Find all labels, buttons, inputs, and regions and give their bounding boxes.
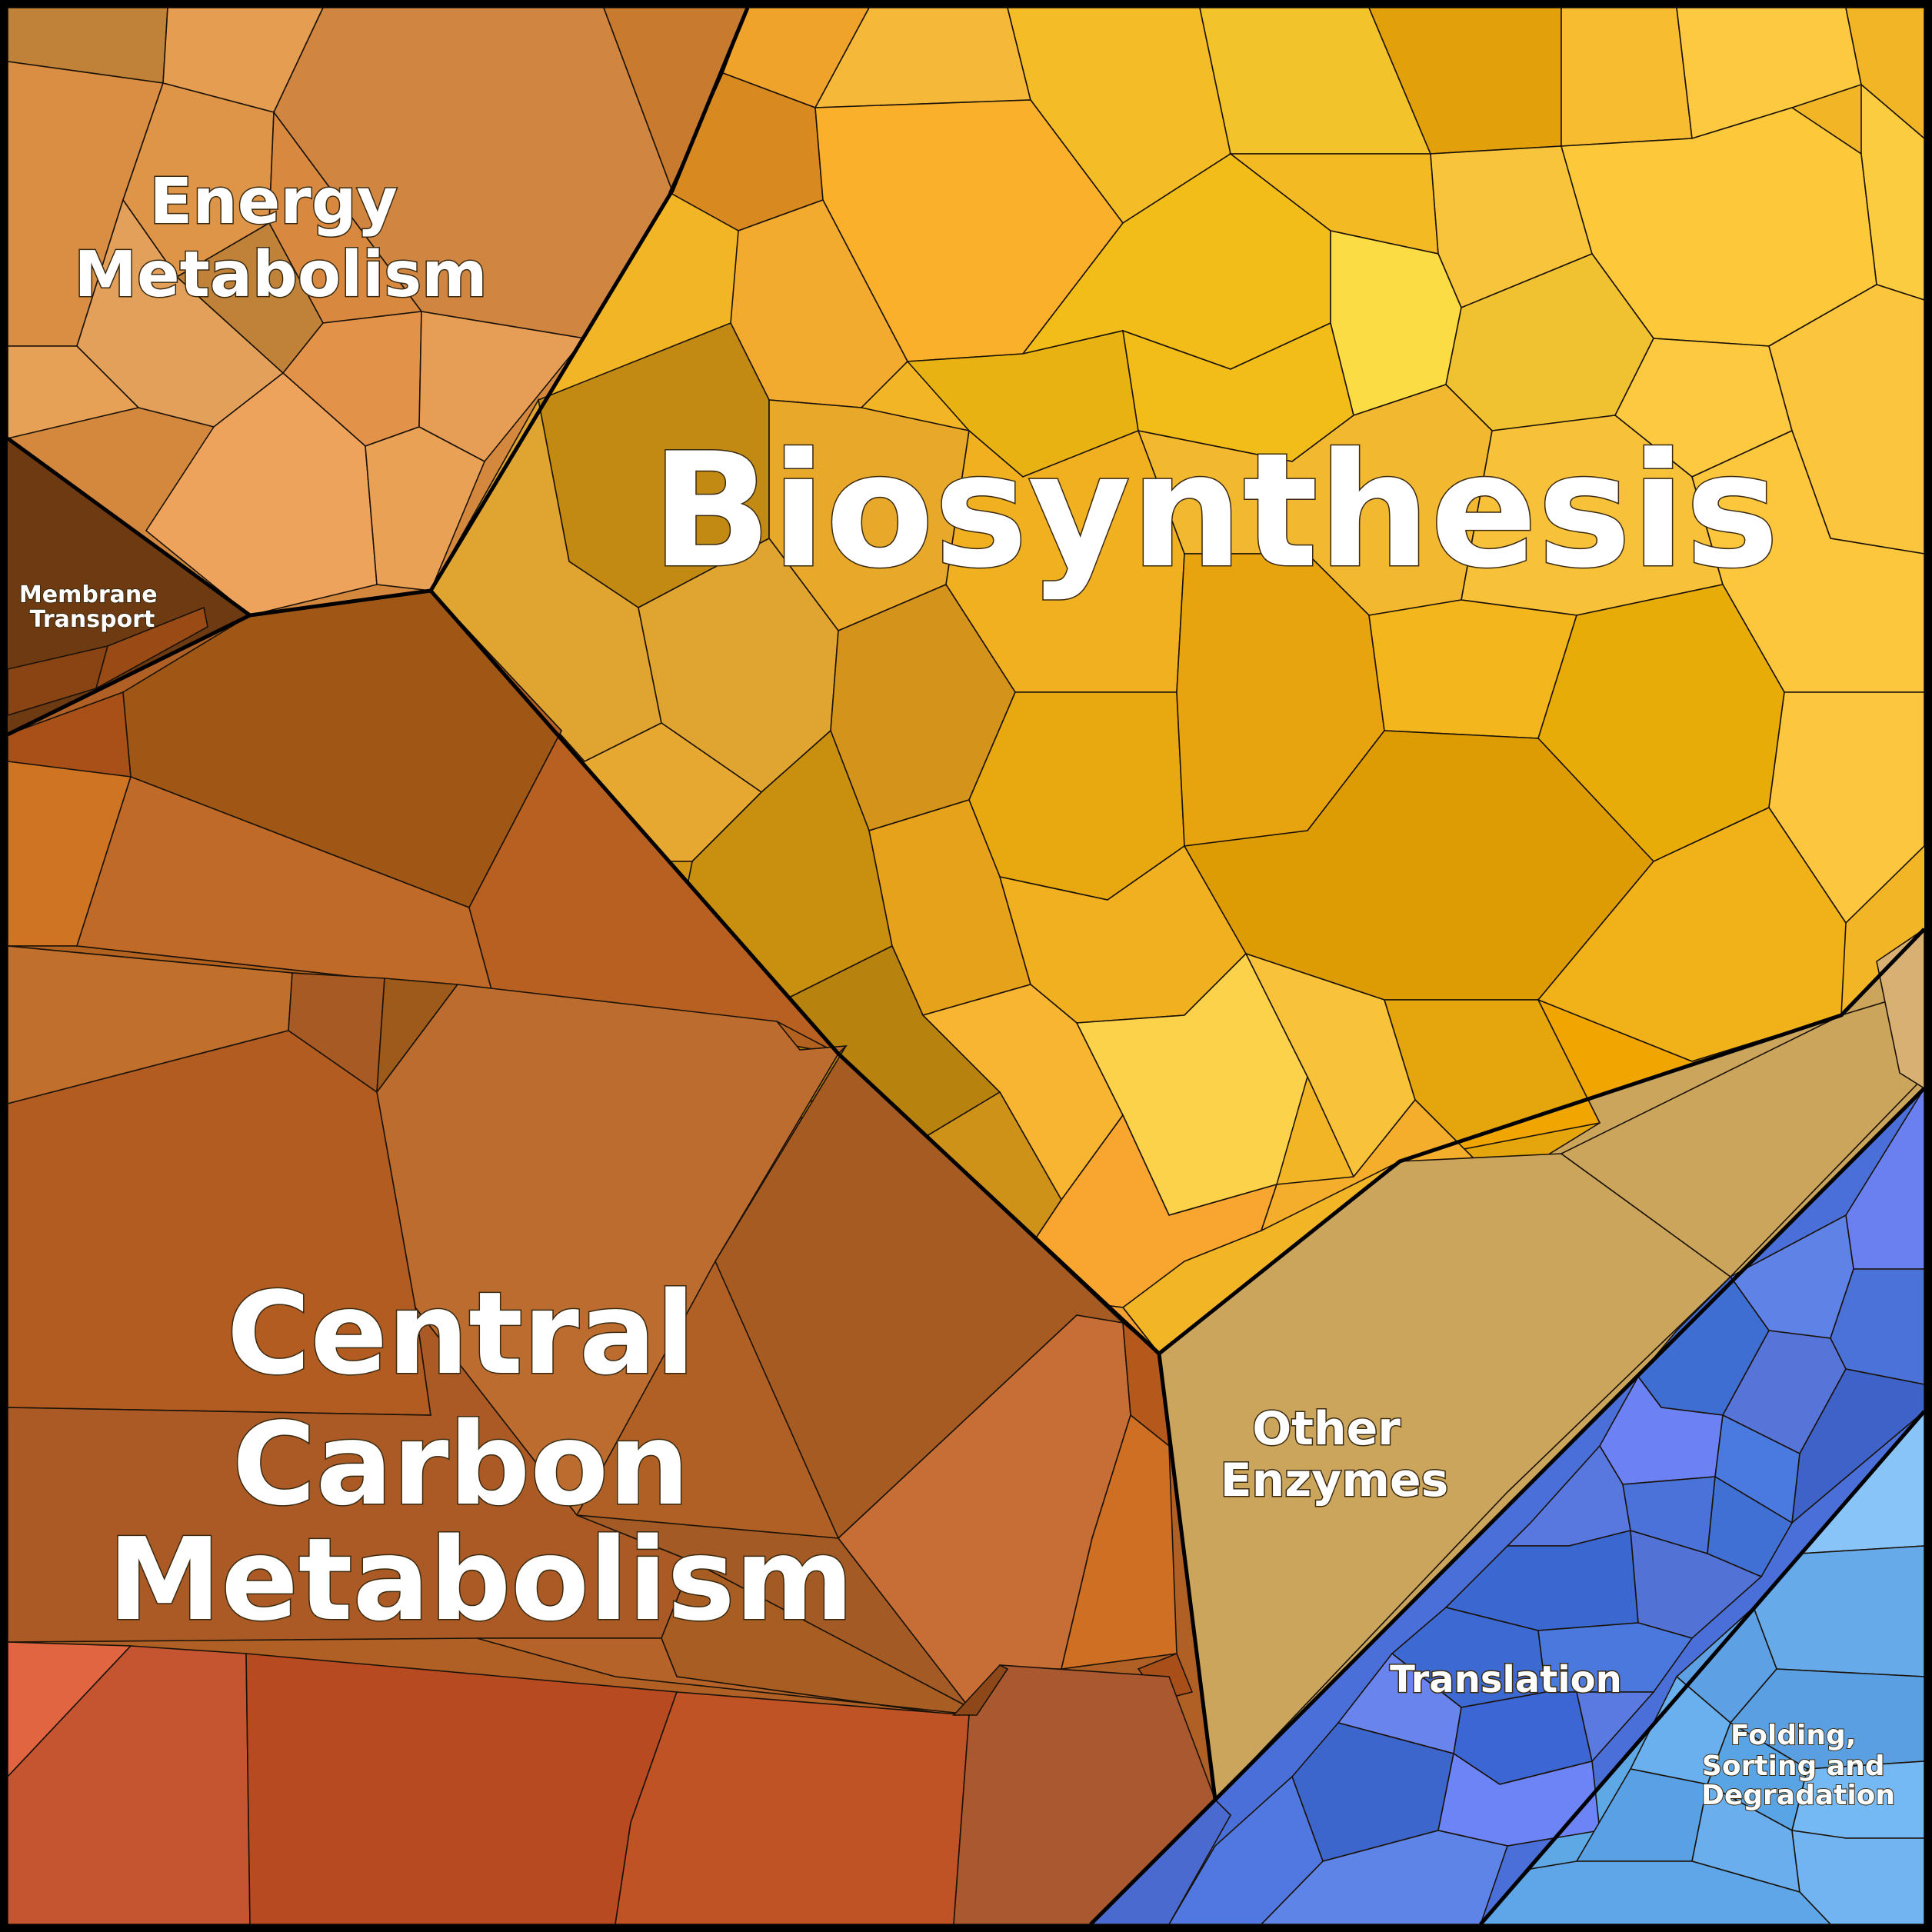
region-borders — [6, 7, 1926, 1926]
label-membrane-transport: Membrane Transport — [19, 581, 165, 633]
cells-translation — [1089, 1086, 1925, 1925]
cells-central-carbon-metabolism — [7, 590, 1216, 1925]
cells-energy-metabolism — [7, 7, 749, 616]
label-energy-metabolism: Energy Metabolism — [74, 165, 487, 311]
label-folding-sorting-degradation: Folding, Sorting and Degradation — [1701, 1720, 1895, 1811]
region-labels: Energy Metabolism Membrane Transport Bio… — [18, 165, 1896, 1813]
label-other-enzymes: Other Enzymes — [1221, 1402, 1449, 1507]
label-central-carbon-metabolism: Central Carbon Metabolism — [108, 1267, 854, 1646]
label-translation: Translation — [1390, 1658, 1622, 1701]
label-biosynthesis: Biosynthesis — [651, 420, 1779, 603]
cells-other-enzymes — [1158, 928, 1925, 1801]
cells-folding — [1479, 1409, 1925, 1925]
